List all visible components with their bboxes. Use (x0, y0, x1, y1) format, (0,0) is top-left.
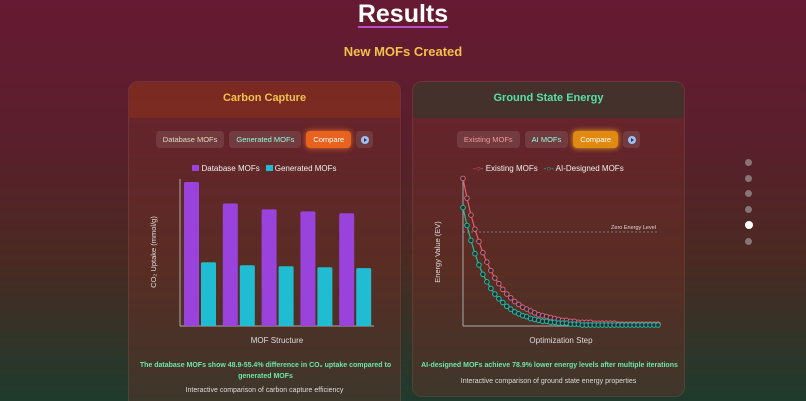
legend-item[interactable]: -○- Existing MOFs (473, 164, 538, 173)
bar-database (184, 181, 199, 326)
data-point (480, 249, 486, 256)
existing-mofs-button[interactable]: Existing MOFs (456, 131, 520, 148)
data-point (484, 279, 490, 285)
data-point (472, 226, 478, 232)
data-point (488, 267, 494, 274)
play-icon (627, 135, 636, 144)
bar-database (222, 203, 238, 326)
data-point (496, 295, 502, 302)
energy-description: Interactive comparison of ground state e… (460, 378, 637, 385)
carbon-note: The database MOFs show 48.9-55.4% differ… (139, 362, 392, 380)
data-point (499, 299, 506, 306)
data-point (503, 303, 510, 310)
data-point (515, 301, 522, 308)
nav-dot[interactable] (745, 159, 752, 166)
data-point (476, 262, 482, 268)
card-title: Ground State Energy (413, 82, 684, 118)
data-point (460, 204, 466, 211)
bar-generated (317, 267, 333, 326)
data-point (507, 295, 514, 301)
legend-item[interactable]: Generated MOFs (265, 164, 337, 173)
bar-database (339, 213, 355, 326)
data-point (511, 298, 518, 305)
compare-button[interactable]: Compare (573, 131, 619, 148)
data-point (655, 322, 661, 328)
bar-generated (239, 265, 255, 326)
bar-database (300, 211, 316, 326)
legend-item[interactable]: -○- AI-Designed MOFs (543, 164, 624, 173)
bar-generated (356, 268, 372, 326)
data-point (492, 275, 498, 281)
legend-item[interactable]: Database MOFs (192, 164, 260, 173)
play-button[interactable] (356, 131, 374, 148)
nav-dot[interactable] (745, 221, 753, 229)
data-point (472, 250, 478, 257)
data-point (468, 237, 474, 244)
y-axis-label: CO₂ Uptake (mmol/g) (149, 216, 158, 288)
nav-dot[interactable] (745, 174, 752, 182)
database-mofs-button[interactable]: Database MOFs (155, 131, 225, 148)
data-point (484, 259, 490, 265)
series-line (462, 178, 658, 325)
nav-dot[interactable] (745, 190, 752, 197)
page-title: Results (357, 0, 449, 28)
data-point (476, 238, 482, 245)
carbon-description: Interactive comparison of carbon capture… (185, 387, 344, 394)
data-point (468, 212, 474, 218)
data-point (480, 271, 486, 278)
bar-generated (201, 262, 216, 326)
data-point (492, 291, 498, 297)
nav-dot[interactable] (745, 237, 752, 245)
bar-database (261, 209, 277, 326)
compare-button[interactable]: Compare (306, 131, 352, 148)
x-axis-label: Optimization Step (529, 336, 593, 345)
data-point (503, 291, 510, 297)
data-point (464, 195, 470, 201)
carbon-bar-chart: MOF Structure CO₂ Uptake (mmol/g) (149, 179, 374, 345)
card-title: Carbon Capture (129, 82, 400, 118)
y-axis-label: Energy Value (EV) (433, 221, 442, 283)
energy-note: AI-designed MOFs achieve 78.9% lower ene… (421, 362, 678, 369)
zero-energy-label: Zero Energy Level (611, 225, 656, 231)
data-point (496, 280, 502, 287)
data-point (507, 306, 514, 312)
carbon-capture-card: Carbon Capture Database MOFs Generated M… (128, 81, 401, 401)
data-point (460, 175, 466, 182)
nav-dot[interactable] (745, 205, 752, 213)
data-point (499, 286, 506, 293)
play-button[interactable] (623, 131, 641, 148)
data-point (464, 222, 470, 229)
section-nav (745, 159, 753, 253)
page-subtitle: New MOFs Created (343, 44, 463, 59)
generated-mofs-button[interactable]: Generated MOFs (229, 131, 302, 148)
play-icon (360, 135, 369, 144)
bar-generated (278, 266, 294, 326)
ai-mofs-button[interactable]: AI MOFs (524, 131, 569, 148)
x-axis-label: MOF Structure (251, 336, 304, 345)
energy-line-chart: Zero Energy Level Optimization Step Energy… (433, 175, 661, 345)
chart-legend: -○- Existing MOFs -○- AI-Designed MOFs (413, 164, 684, 173)
ground-state-energy-card: Ground State Energy Existing MOFs AI MOF… (412, 81, 685, 397)
data-point (488, 285, 494, 292)
chart-legend: Database MOFs Generated MOFs (129, 164, 400, 173)
